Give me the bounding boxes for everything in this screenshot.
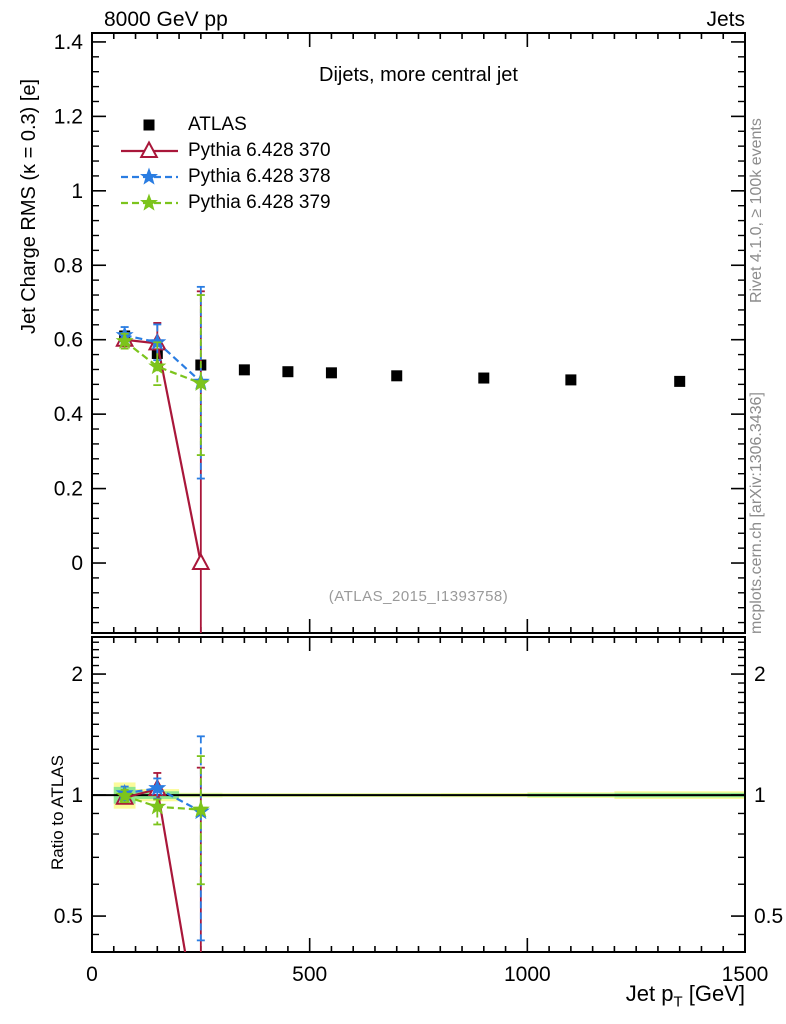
marker-open-triangle — [191, 552, 211, 571]
analysis-group-label: Jets — [706, 8, 745, 31]
axis-ticks — [91, 33, 746, 952]
marker-open-triangle — [139, 140, 159, 158]
svg-text:1.4: 1.4 — [54, 31, 84, 54]
svg-text:0.8: 0.8 — [54, 254, 83, 277]
svg-text:0.6: 0.6 — [54, 329, 83, 352]
marker-square — [238, 364, 250, 376]
svg-text:0.5: 0.5 — [754, 905, 783, 928]
series-pythia-6.428-378 — [115, 735, 210, 942]
svg-text:0: 0 — [86, 963, 98, 986]
legend-label-pythia-370: Pythia 6.428 370 — [188, 140, 331, 161]
svg-text:1: 1 — [71, 784, 83, 807]
svg-text:2: 2 — [71, 663, 83, 686]
legend-label-atlas: ATLAS — [188, 114, 247, 135]
marker-star — [191, 373, 210, 391]
svg-text:1: 1 — [71, 180, 83, 203]
marker-star — [148, 778, 167, 796]
x-axis-label: Jet pT [GeV] — [345, 981, 745, 1010]
x-axis-label-subscript: T — [673, 993, 683, 1011]
ratio-series — [115, 735, 210, 952]
marker-star — [191, 800, 210, 818]
svg-text:500: 500 — [292, 963, 327, 986]
series-atlas — [119, 330, 686, 387]
svg-text:2: 2 — [754, 663, 766, 686]
analysis-id-watermark: (ATLAS_2015_I1393758) — [328, 588, 509, 605]
marker-square — [565, 374, 577, 386]
beam-energy-label: 8000 GeV pp — [104, 8, 228, 31]
x-axis-label-prefix: Jet p — [625, 981, 674, 1006]
marker-star — [148, 797, 167, 815]
main-series — [115, 285, 686, 633]
svg-text:1: 1 — [754, 784, 766, 807]
marker-star — [139, 193, 159, 211]
legend-markers — [121, 119, 178, 211]
marker-star — [139, 167, 159, 185]
series-pythia-6.428-379 — [115, 294, 210, 456]
series-pythia-6.428-378 — [115, 285, 210, 480]
series-pythia-6.428-379 — [115, 755, 210, 886]
marker-square — [143, 119, 155, 131]
mcplots-citation-note: mcplots.cern.ch [arXiv:1306.3436] — [748, 392, 765, 634]
marker-square — [282, 366, 294, 378]
svg-text:1500: 1500 — [722, 963, 769, 986]
marker-square — [325, 367, 337, 379]
svg-text:1.2: 1.2 — [54, 105, 83, 128]
marker-square — [391, 370, 403, 382]
y-axis-label-ratio: Ratio to ATLAS — [48, 755, 67, 870]
svg-text:0.2: 0.2 — [54, 478, 83, 501]
svg-text:1000: 1000 — [504, 963, 551, 986]
legend-label-pythia-379: Pythia 6.428 379 — [188, 192, 331, 213]
x-axis-label-unit: [GeV] — [682, 981, 745, 1006]
marker-star — [148, 357, 167, 375]
legend-label-pythia-378: Pythia 6.428 378 — [188, 166, 331, 187]
marker-square — [478, 372, 490, 384]
marker-star — [115, 786, 134, 804]
tick-labels: 0 0.2 0.4 0.6 0.8 1 1.2 1.4 0.5 0.5 1 1 2 2 0 500 1000 15… — [54, 31, 783, 986]
rivet-version-note: Rivet 4.1.0, ≥ 100k events — [748, 118, 765, 303]
plot-title: Dijets, more central jet — [319, 64, 518, 86]
svg-text:0: 0 — [71, 552, 83, 575]
marker-square — [674, 375, 686, 387]
svg-text:0.5: 0.5 — [54, 905, 83, 928]
svg-text:0.4: 0.4 — [54, 403, 84, 426]
marker-star — [115, 331, 134, 349]
y-axis-label-main: Jet Charge RMS (κ = 0.3) [e] — [18, 78, 40, 334]
